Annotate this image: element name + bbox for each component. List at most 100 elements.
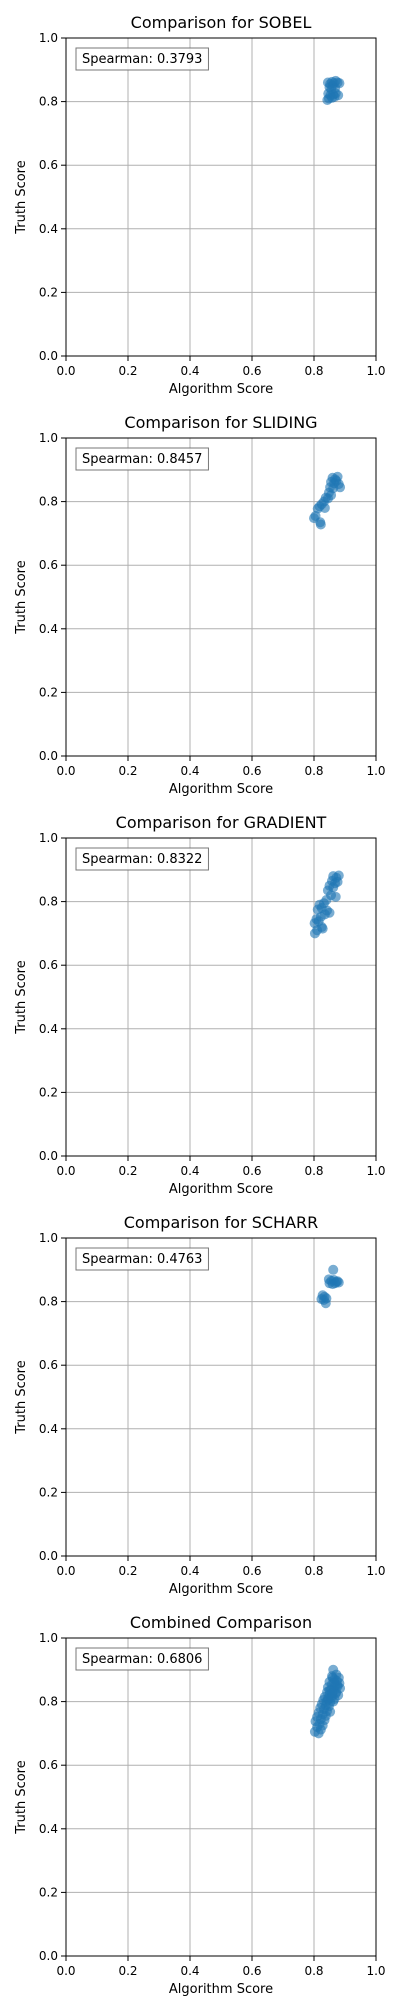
x-tick-label: 1.0 (366, 1964, 385, 1978)
axes-frame (65, 1637, 377, 1957)
scatter-point (332, 1276, 343, 1287)
x-tick-label: 0.2 (118, 364, 137, 378)
chart-title: Comparison for SOBEL (131, 13, 312, 32)
y-tick-label: 0.8 (39, 1695, 58, 1709)
scatter-panel-2: 0.00.0 0.2 0.2 0.4 0.4 0.6 0.6 0.8 0.8 1.0 1.0 Spea… (14, 413, 386, 797)
x-tick-label: 1.0 (366, 364, 385, 378)
x-tick-label: 0.4 (180, 1564, 199, 1578)
spearman-text: Spearman: 0.4763 (82, 1252, 202, 1267)
scatter-point (332, 1680, 343, 1691)
chart-title: Comparison for SCHARR (124, 1213, 319, 1232)
axes-frame (65, 437, 377, 757)
annotation-box (75, 1647, 209, 1671)
x-axis-label: Algorithm Score (169, 1982, 273, 1997)
y-tick-label: 0.4 (39, 222, 58, 236)
x-tick-label: 1.0 (366, 1564, 385, 1578)
x-tick-label: 0.4 (180, 764, 199, 778)
x-tick-label: 1.0 (366, 764, 385, 778)
y-axis-label: Truth Score (14, 560, 29, 635)
y-tick-label: 0.2 (39, 285, 58, 299)
y-tick-label: 0.0 (39, 1149, 58, 1163)
x-tick-label: 0.2 (118, 1964, 137, 1978)
x-tick-label: 0.8 (304, 364, 323, 378)
x-tick-label: 0.8 (304, 764, 323, 778)
scatter-point (323, 1694, 334, 1705)
y-tick-label: 1.0 (39, 831, 58, 845)
x-tick-label: 0.6 (242, 764, 261, 778)
x-tick-label: 0.0 (56, 764, 75, 778)
y-axis-label: Truth Score (14, 160, 29, 235)
y-tick-label: 0.2 (39, 1085, 58, 1099)
chart-title: Combined Comparison (130, 1613, 312, 1632)
x-axis-label: Algorithm Score (169, 1182, 273, 1197)
chart-title: Comparison for SLIDING (124, 413, 317, 432)
y-tick-label: 0.4 (39, 622, 58, 636)
x-tick-label: 0.6 (242, 364, 261, 378)
annotation-box (75, 47, 209, 71)
x-tick-label: 0.6 (242, 1564, 261, 1578)
y-tick-label: 0.8 (39, 895, 58, 909)
x-tick-label: 0.8 (304, 1564, 323, 1578)
y-tick-label: 1.0 (39, 1631, 58, 1645)
scatter-point (309, 928, 320, 939)
y-tick-label: 0.6 (39, 1358, 58, 1372)
axes-frame (65, 37, 377, 357)
y-axis-label: Truth Score (14, 1360, 29, 1435)
scatter-point (328, 1264, 339, 1275)
y-tick-label: 0.8 (39, 495, 58, 509)
y-tick-label: 1.0 (39, 31, 58, 45)
x-tick-label: 0.2 (118, 1164, 137, 1178)
y-tick-label: 0.4 (39, 1422, 58, 1436)
annotation-box (75, 847, 209, 871)
x-tick-label: 0.2 (118, 764, 137, 778)
x-tick-label: 0.4 (180, 364, 199, 378)
scatter-point (320, 1298, 331, 1309)
y-tick-label: 0.2 (39, 685, 58, 699)
x-tick-label: 0.0 (56, 364, 75, 378)
y-tick-label: 0.4 (39, 1822, 58, 1836)
spearman-text: Spearman: 0.6806 (82, 1652, 202, 1667)
scatter-point (315, 519, 326, 530)
annotation-box (75, 447, 209, 471)
annotation-box (75, 1247, 209, 1271)
x-axis-label: Algorithm Score (169, 382, 273, 397)
y-axis-label: Truth Score (14, 1760, 29, 1835)
y-tick-label: 0.0 (39, 349, 58, 363)
y-tick-label: 0.6 (39, 558, 58, 572)
x-tick-label: 0.0 (56, 1964, 75, 1978)
y-tick-label: 0.6 (39, 158, 58, 172)
chart-title: Comparison for GRADIENT (116, 813, 327, 832)
x-tick-label: 0.0 (56, 1564, 75, 1578)
scatter-point (319, 502, 330, 513)
spearman-annotation: Spearman: 0.8457 (75, 447, 209, 471)
x-tick-label: 0.4 (180, 1164, 199, 1178)
spearman-text: Spearman: 0.8322 (82, 852, 202, 867)
scatter-panel-3: 0.00.0 0.2 0.2 0.4 0.4 0.6 0.6 0.8 0.8 1.0 1.0 Spea… (14, 813, 386, 1197)
x-tick-label: 0.6 (242, 1964, 261, 1978)
scatter-point (322, 95, 333, 106)
x-tick-label: 0.8 (304, 1964, 323, 1978)
spearman-annotation: Spearman: 0.4763 (75, 1247, 209, 1271)
spearman-annotation: Spearman: 0.3793 (75, 47, 209, 71)
y-axis-label: Truth Score (14, 960, 29, 1035)
spearman-annotation: Spearman: 0.8322 (75, 847, 209, 871)
spearman-text: Spearman: 0.8457 (82, 452, 202, 467)
x-axis-label: Algorithm Score (169, 782, 273, 797)
y-tick-label: 0.8 (39, 95, 58, 109)
y-tick-label: 1.0 (39, 1231, 58, 1245)
axes-frame (65, 1237, 377, 1557)
spearman-text: Spearman: 0.3793 (82, 52, 202, 67)
scatter-panel-4: 0.00.0 0.2 0.2 0.4 0.4 0.6 0.6 0.8 0.8 1.0 1.0 Spea… (14, 1213, 386, 1597)
x-tick-label: 0.6 (242, 1164, 261, 1178)
scatter-point (313, 1728, 324, 1739)
y-tick-label: 1.0 (39, 431, 58, 445)
scatter-panel-1: 0.00.0 0.2 0.2 0.4 0.4 0.6 0.6 0.8 0.8 1.0 1.0 Spea… (14, 13, 386, 397)
y-tick-label: 0.0 (39, 749, 58, 763)
y-tick-label: 0.4 (39, 1022, 58, 1036)
y-tick-label: 0.2 (39, 1885, 58, 1899)
axes-frame (65, 837, 377, 1157)
y-tick-label: 0.0 (39, 1549, 58, 1563)
spearman-annotation: Spearman: 0.6806 (75, 1647, 209, 1671)
y-tick-label: 0.6 (39, 958, 58, 972)
scatter-point (330, 891, 341, 902)
